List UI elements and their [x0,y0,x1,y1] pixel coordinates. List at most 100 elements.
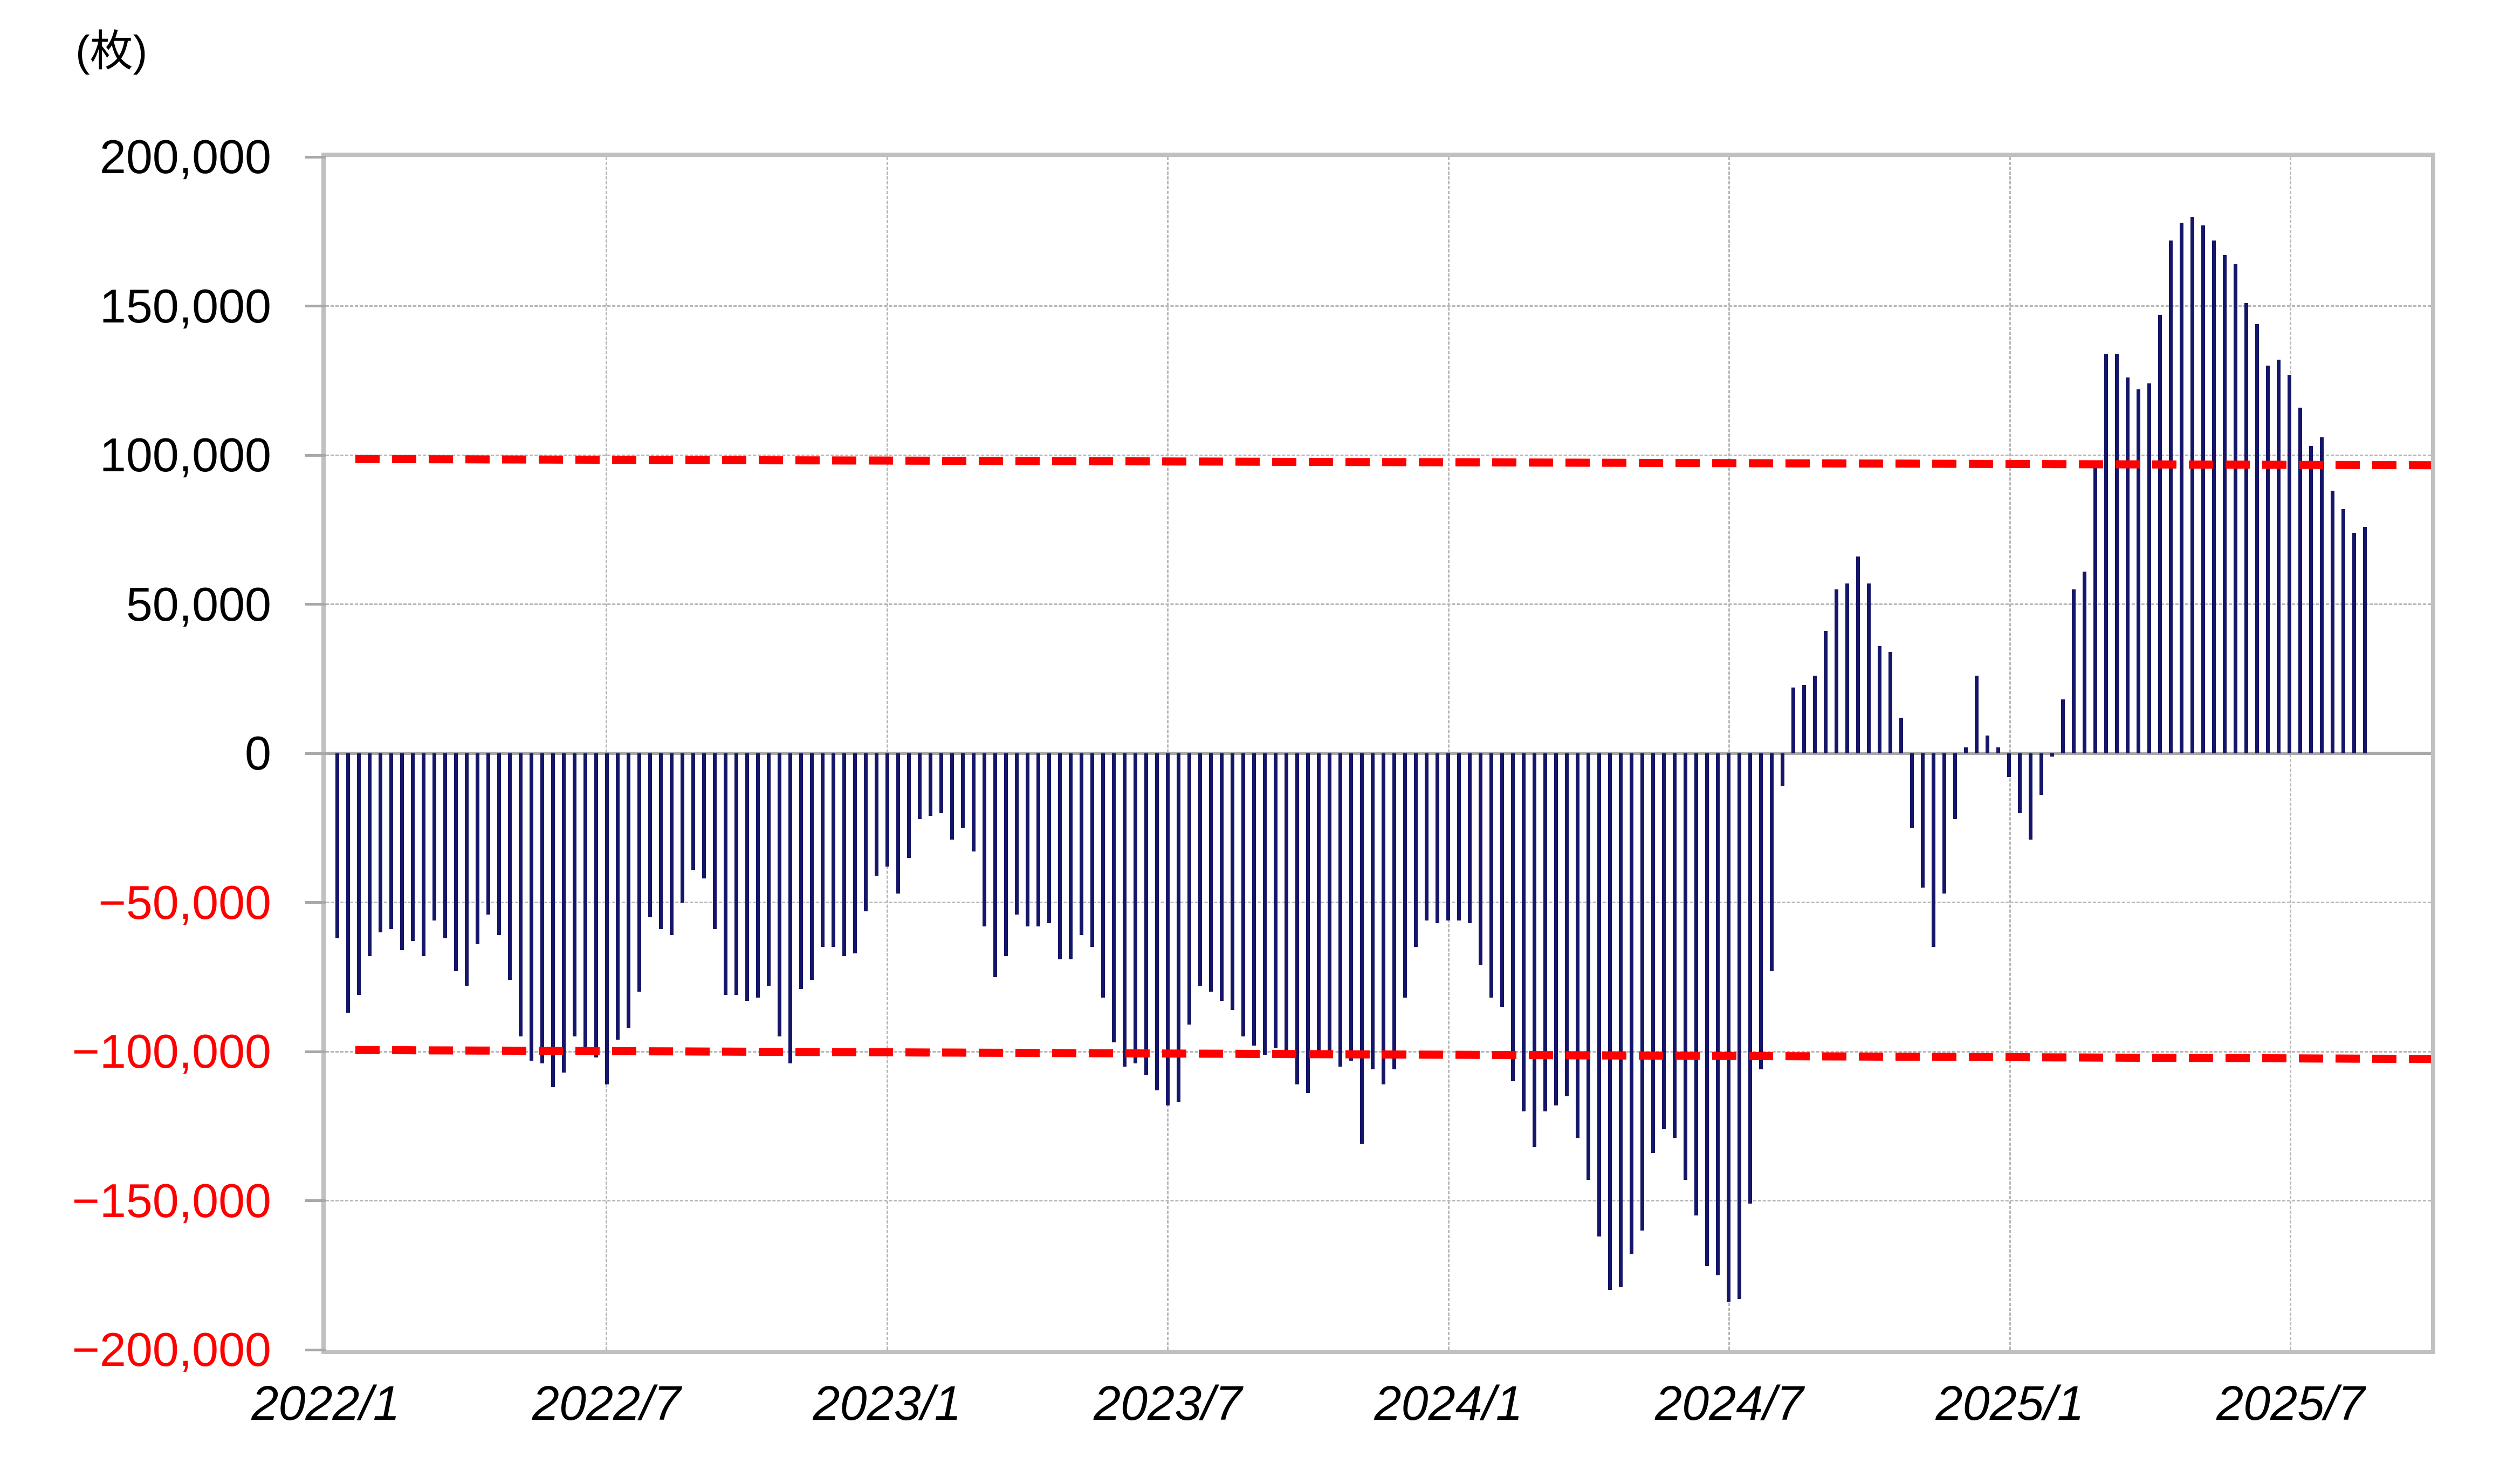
data-bar [1845,583,1849,753]
data-bar [1381,753,1385,1084]
data-bar [529,753,533,1061]
data-bar [2255,324,2259,753]
data-bar [1252,753,1256,1046]
data-bar [2061,699,2065,753]
data-bar [572,753,576,1037]
data-bar [454,753,458,971]
data-bar [2125,377,2130,753]
data-bar [917,753,922,819]
data-bar [1532,753,1536,1147]
data-bar [1737,753,1741,1299]
data-bar [1866,583,1871,753]
y-tick-label: 150,000 [99,279,271,333]
data-bar [1144,753,1148,1076]
data-bar [1198,753,1202,986]
reference-line-lower [355,1046,2431,1063]
data-bar [464,753,469,986]
data-bar [1705,753,1709,1267]
data-bar [1899,717,1903,753]
data-bar [410,753,415,942]
data-bar [1403,753,1407,998]
data-bar [874,753,878,876]
data-bar [691,753,695,870]
data-bar [1349,753,1353,1061]
data-bar [1176,753,1180,1102]
data-bar [2017,753,2022,813]
data-bar [2039,753,2043,795]
y-tick-mark [305,603,326,606]
data-bar [1683,753,1687,1180]
data-bar [885,753,889,867]
data-bar [1661,753,1666,1129]
data-bar [2071,589,2076,753]
data-bar [1446,753,1450,920]
data-bar [1392,753,1396,1070]
data-bar [551,753,555,1088]
data-bar [993,753,997,977]
data-bar [853,753,857,953]
data-bar [723,753,727,995]
y-tick-label: −50,000 [98,875,271,929]
zero-axis-line [326,752,2431,755]
data-bar [820,753,825,947]
data-bar [1457,753,1461,920]
horizontal-gridline [326,603,2431,605]
data-bar [1014,753,1019,915]
data-bar [1295,753,1299,1084]
data-bar [1047,753,1051,924]
data-bar [1812,676,1817,753]
data-bar [2244,303,2248,753]
data-bar [777,753,781,1037]
y-tick-mark [305,1199,326,1202]
y-tick-mark [305,752,326,755]
data-bar [1910,753,1914,828]
data-bar [540,753,544,1064]
data-bar [1057,753,1062,959]
data-bar [1090,753,1094,947]
y-tick-label: −200,000 [72,1323,272,1376]
data-bar [1963,747,1968,753]
data-bar [1284,753,1288,1055]
data-bar [2168,240,2173,753]
y-tick-mark [305,1348,326,1351]
data-bar [2104,353,2108,753]
y-tick-label: 100,000 [99,428,271,482]
data-bar [1036,753,1040,926]
data-bar [2114,353,2119,753]
data-bar [1953,753,1957,819]
y-tick-mark [305,454,326,457]
data-bar [960,753,965,828]
data-bar [2082,571,2086,753]
data-bar [583,753,587,1055]
data-bar [2201,225,2205,753]
data-bar [982,753,986,926]
data-bar [863,753,868,912]
data-bar [712,753,717,930]
data-bar [1467,753,1472,924]
data-bar [1101,753,1105,998]
y-tick-label: 200,000 [99,130,271,183]
data-bar [1759,753,1763,1070]
reference-lines [355,455,2431,1063]
axis-unit-label: (枚) [75,27,148,75]
data-bar [1133,753,1137,1064]
data-bar [400,753,404,950]
data-bar [1543,753,1547,1111]
data-bar [507,753,512,980]
data-bar [432,753,436,920]
data-bar [680,753,684,903]
data-bar [2093,467,2097,753]
data-bar [1996,747,2000,753]
data-bar [1726,753,1730,1302]
data-bar [378,753,382,932]
data-bar [950,753,954,840]
x-tick-label: 2024/1 [1374,1377,1523,1431]
horizontal-gridline [326,902,2431,903]
data-bar [1187,753,1191,1025]
data-bar [367,753,372,957]
data-bar [1586,753,1590,1180]
data-bar [2028,753,2032,840]
data-bar [809,753,814,980]
data-bar [2233,264,2237,753]
